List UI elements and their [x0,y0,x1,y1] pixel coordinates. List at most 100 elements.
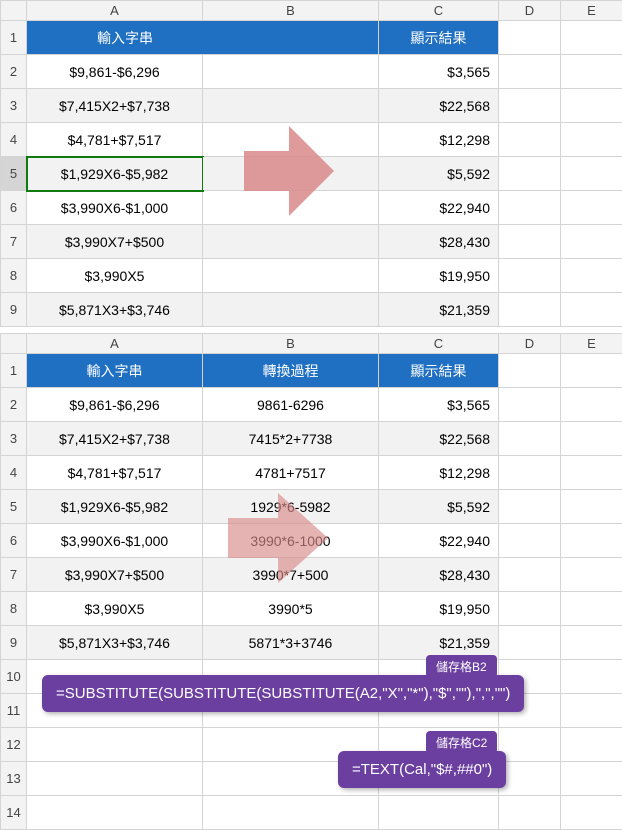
cell-result[interactable]: $12,298 [379,123,499,157]
header-result[interactable]: 顯示結果 [379,354,499,388]
cell-result[interactable]: $12,298 [379,456,499,490]
row-header[interactable]: 9 [1,626,27,660]
empty-cell[interactable] [499,762,561,796]
row-header[interactable]: 6 [1,191,27,225]
empty-cell[interactable] [561,191,622,225]
empty-cell[interactable] [499,89,561,123]
cell-result[interactable]: $19,950 [379,592,499,626]
empty-cell[interactable] [499,225,561,259]
cell-empty[interactable] [203,89,379,123]
empty-cell[interactable] [561,558,622,592]
cell-input[interactable]: $9,861-$6,296 [27,55,203,89]
col-header[interactable]: C [379,1,499,21]
row-header[interactable]: 9 [1,293,27,327]
header-input[interactable]: 輸入字串 [27,21,379,55]
row-header[interactable]: 2 [1,388,27,422]
empty-cell[interactable] [561,592,622,626]
cell-result[interactable]: $28,430 [379,558,499,592]
row-header[interactable]: 5 [1,157,27,191]
empty-cell[interactable] [561,123,622,157]
cell-empty[interactable] [203,293,379,327]
empty-cell[interactable] [499,259,561,293]
row-header[interactable]: 14 [1,796,27,830]
cell-input[interactable]: $4,781+$7,517 [27,123,203,157]
empty-cell[interactable] [499,293,561,327]
cell-input[interactable]: $3,990X6-$1,000 [27,191,203,225]
empty-cell[interactable] [499,592,561,626]
cell-result[interactable]: $22,940 [379,191,499,225]
cell-input[interactable]: $7,415X2+$7,738 [27,422,203,456]
cell-empty[interactable] [203,191,379,225]
empty-cell[interactable] [499,123,561,157]
cell-input[interactable]: $5,871X3+$3,746 [27,626,203,660]
empty-cell[interactable] [561,21,622,55]
row-header[interactable]: 4 [1,123,27,157]
header-result[interactable]: 顯示結果 [379,21,499,55]
cell-result[interactable]: $3,565 [379,55,499,89]
empty-cell[interactable] [499,728,561,762]
cell-process[interactable]: 3990*5 [203,592,379,626]
empty-cell[interactable] [561,225,622,259]
empty-cell[interactable] [561,55,622,89]
empty-cell[interactable] [561,293,622,327]
cell-input[interactable]: $9,861-$6,296 [27,388,203,422]
empty-cell[interactable] [203,796,379,830]
row-header[interactable]: 6 [1,524,27,558]
row-header[interactable]: 3 [1,89,27,123]
empty-cell[interactable] [27,796,203,830]
col-header[interactable]: C [379,334,499,354]
row-header[interactable]: 10 [1,660,27,694]
empty-cell[interactable] [499,490,561,524]
empty-cell[interactable] [499,626,561,660]
empty-cell[interactable] [27,762,203,796]
cell-empty[interactable] [203,225,379,259]
empty-cell[interactable] [561,422,622,456]
empty-cell[interactable] [561,157,622,191]
cell-process[interactable]: 5871*3+3746 [203,626,379,660]
empty-cell[interactable] [561,259,622,293]
empty-cell[interactable] [561,89,622,123]
cell-process[interactable]: 3990*7+500 [203,558,379,592]
cell-result[interactable]: $22,940 [379,524,499,558]
row-header[interactable]: 11 [1,694,27,728]
col-header[interactable]: E [561,334,622,354]
empty-cell[interactable] [561,524,622,558]
cell-empty[interactable] [203,55,379,89]
cell-process[interactable]: 7415*2+7738 [203,422,379,456]
cell-input[interactable]: $4,781+$7,517 [27,456,203,490]
empty-cell[interactable] [499,354,561,388]
row-header[interactable]: 5 [1,490,27,524]
empty-cell[interactable] [499,21,561,55]
empty-cell[interactable] [561,490,622,524]
cell-empty[interactable] [203,259,379,293]
cell-result[interactable]: $21,359 [379,293,499,327]
cell-result[interactable]: $3,565 [379,388,499,422]
cell-result[interactable]: $22,568 [379,422,499,456]
cell-input[interactable]: $3,990X7+$500 [27,225,203,259]
cell-input[interactable]: $7,415X2+$7,738 [27,89,203,123]
row-header[interactable]: 12 [1,728,27,762]
row-header[interactable]: 4 [1,456,27,490]
corner-cell[interactable] [1,1,27,21]
cell-empty[interactable] [203,157,379,191]
cell-input[interactable]: $1,929X6-$5,982 [27,157,203,191]
cell-result[interactable]: $28,430 [379,225,499,259]
col-header[interactable]: D [499,1,561,21]
empty-cell[interactable] [499,157,561,191]
cell-result[interactable]: $5,592 [379,157,499,191]
cell-input[interactable]: $1,929X6-$5,982 [27,490,203,524]
col-header[interactable]: B [203,1,379,21]
empty-cell[interactable] [561,354,622,388]
cell-empty[interactable] [203,123,379,157]
header-process[interactable]: 轉換過程 [203,354,379,388]
empty-cell[interactable] [499,524,561,558]
cell-input[interactable]: $5,871X3+$3,746 [27,293,203,327]
col-header[interactable]: D [499,334,561,354]
col-header[interactable]: B [203,334,379,354]
col-header[interactable]: A [27,1,203,21]
row-header[interactable]: 7 [1,225,27,259]
empty-cell[interactable] [561,728,622,762]
empty-cell[interactable] [561,388,622,422]
col-header[interactable]: E [561,1,622,21]
row-header[interactable]: 8 [1,259,27,293]
